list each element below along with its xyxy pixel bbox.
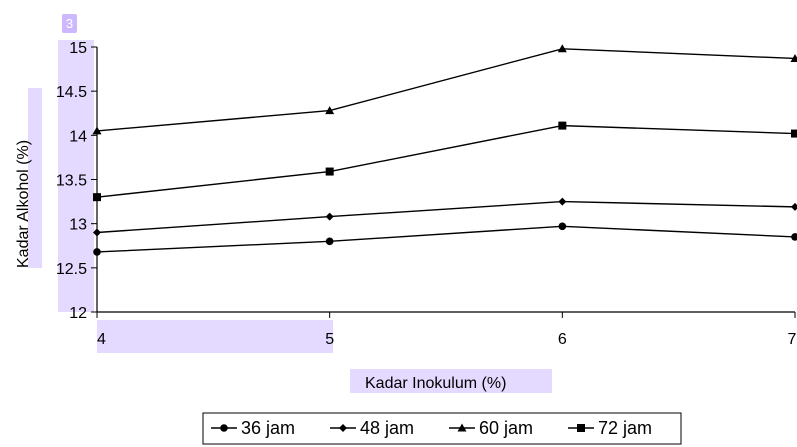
data-point-circle bbox=[791, 233, 797, 241]
legend-box bbox=[202, 412, 682, 445]
xtick-highlight bbox=[97, 320, 333, 353]
series-line bbox=[96, 124, 796, 198]
data-point-triangle bbox=[790, 53, 797, 62]
data-point-triangle bbox=[92, 126, 102, 135]
data-point-diamond bbox=[791, 202, 797, 211]
data-point-square bbox=[577, 424, 585, 432]
data-point-circle bbox=[220, 424, 228, 432]
series-square bbox=[93, 121, 797, 202]
legend-item: 72 jam bbox=[568, 418, 652, 438]
y-tick-label: 13 bbox=[69, 217, 87, 234]
legend-item: 48 jam bbox=[330, 418, 414, 438]
legend-label: 72 jam bbox=[598, 418, 652, 438]
data-point-triangle bbox=[325, 106, 335, 115]
y-tick-label: 12.5 bbox=[56, 261, 87, 278]
x-tick-label: 6 bbox=[558, 331, 567, 348]
x-axis-label: Kadar Inokulum (%) bbox=[365, 375, 506, 392]
data-point-diamond bbox=[339, 424, 347, 432]
series-diamond bbox=[93, 197, 797, 237]
data-point-diamond bbox=[558, 197, 567, 206]
corner-badge-label: 3 bbox=[66, 16, 73, 31]
y-ticks: 12 12.5 13 13.5 14 14.5 15 bbox=[56, 40, 97, 322]
data-point-diamond bbox=[325, 212, 334, 221]
series-line bbox=[96, 200, 796, 234]
series-group bbox=[92, 44, 797, 256]
data-point-circle bbox=[558, 222, 567, 231]
data-point-square bbox=[558, 121, 567, 130]
x-tick-label: 5 bbox=[325, 331, 334, 348]
data-point-circle bbox=[325, 237, 334, 246]
series-line bbox=[96, 225, 796, 253]
data-point-circle bbox=[93, 248, 101, 256]
y-axis-label: Kadar Alkohol (%) bbox=[15, 140, 32, 268]
y-tick-label: 13.5 bbox=[56, 173, 87, 190]
series-line bbox=[96, 48, 796, 132]
series-triangle bbox=[92, 44, 797, 135]
data-point-diamond bbox=[93, 228, 101, 237]
x-ticks: 4 5 6 7 bbox=[96, 312, 797, 348]
legend-item: 60 jam bbox=[449, 418, 533, 438]
data-point-square bbox=[93, 193, 101, 202]
data-point-triangle bbox=[457, 423, 467, 432]
y-tick-label: 14 bbox=[69, 128, 87, 145]
x-tick-label: 7 bbox=[788, 331, 797, 348]
y-tick-label: 15 bbox=[69, 40, 87, 57]
legend-item: 36 jam bbox=[211, 418, 295, 438]
ylabel-highlight bbox=[28, 88, 42, 268]
y-tick-label: 14.5 bbox=[56, 84, 87, 101]
legend-label: 48 jam bbox=[360, 418, 414, 438]
legend-label: 60 jam bbox=[479, 418, 533, 438]
axes bbox=[96, 47, 795, 313]
x-tick-label: 4 bbox=[97, 331, 106, 348]
y-tick-label: 12 bbox=[69, 305, 87, 322]
xlabel-highlight bbox=[350, 369, 552, 393]
data-point-triangle bbox=[557, 44, 567, 53]
data-point-square bbox=[325, 167, 334, 176]
series-circle bbox=[93, 222, 797, 256]
legend: 36 jam 48 jam 60 jam 72 jam bbox=[211, 418, 652, 438]
legend-label: 36 jam bbox=[241, 418, 295, 438]
ytick-highlight bbox=[58, 40, 94, 312]
data-point-square bbox=[791, 129, 797, 138]
corner-badge bbox=[62, 14, 77, 33]
